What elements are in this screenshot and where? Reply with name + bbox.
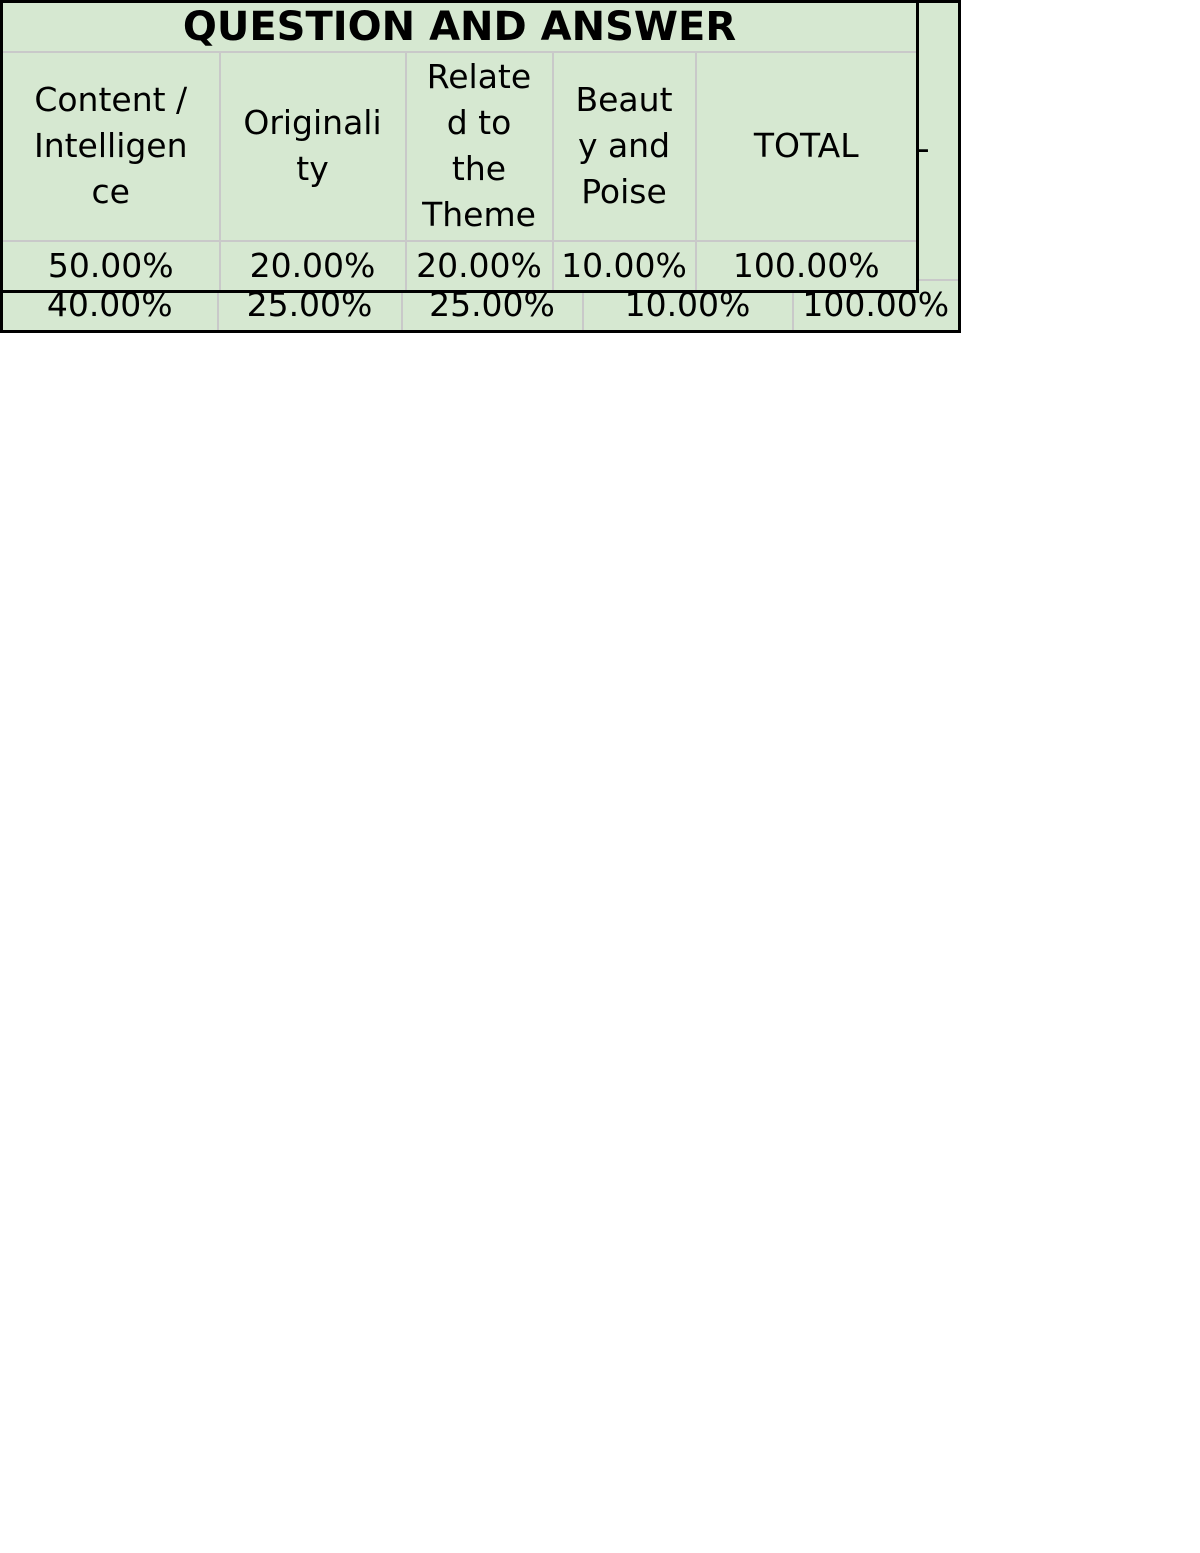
qa-value-row: 50.00% 20.00% 20.00% 10.00% 100.00% xyxy=(0,239,919,293)
question-answer-table: QUESTION AND ANSWER Content / Intelligen… xyxy=(0,0,919,293)
qa-title-row: QUESTION AND ANSWER xyxy=(0,0,919,53)
header-cell-related-theme: Relate d to the Theme xyxy=(404,50,554,242)
header-cell-originality: Originali ty xyxy=(218,50,407,242)
header-cell-beauty-poise: Beaut y and Poise xyxy=(551,50,697,242)
value-cell-originality: 20.00% xyxy=(218,239,407,293)
value-cell-qa-total: 100.00% xyxy=(694,239,919,293)
qa-table-title: QUESTION AND ANSWER xyxy=(0,0,919,53)
qa-header-row: Content / Intelligen ce Originali ty Rel… xyxy=(0,50,919,242)
header-cell-qa-total: TOTAL xyxy=(694,50,919,242)
value-cell-content-intelligence: 50.00% xyxy=(0,239,221,293)
value-cell-related-theme: 20.00% xyxy=(404,239,554,293)
value-cell-beauty-poise: 10.00% xyxy=(551,239,697,293)
header-cell-content-intelligence: Content / Intelligen ce xyxy=(0,50,221,242)
